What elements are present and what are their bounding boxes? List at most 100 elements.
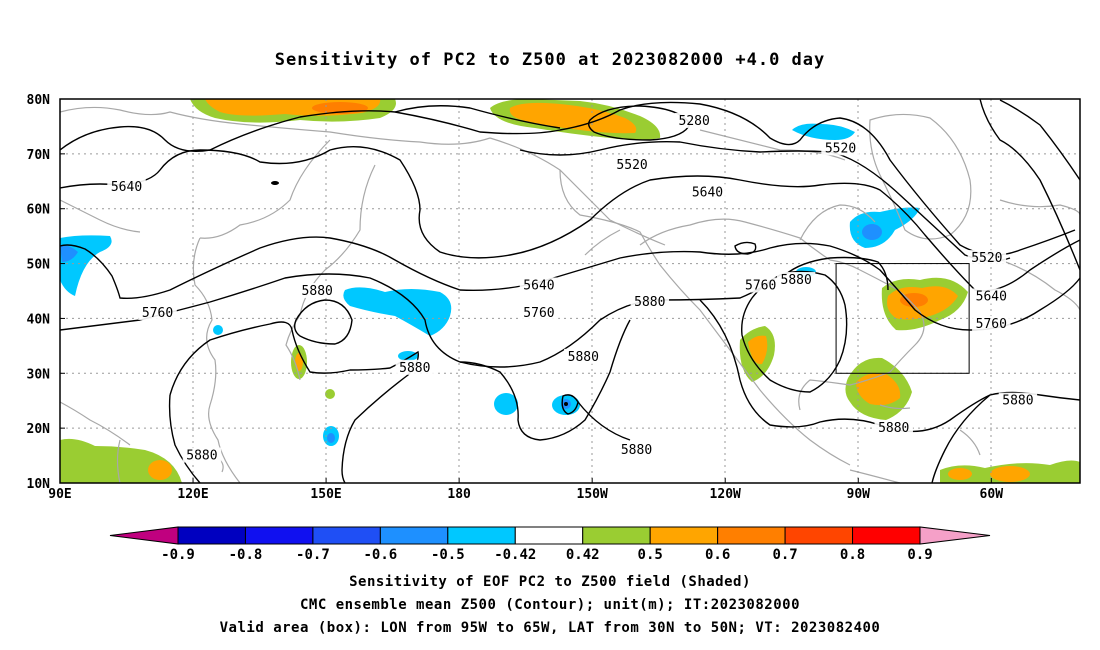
colorbar-swatch (649, 526, 719, 545)
colorbar-tick-label: 0.6 (705, 547, 730, 563)
coastlines (60, 106, 1080, 483)
shade-atlantic-orange (990, 466, 1030, 482)
contour-label-bg (741, 277, 780, 293)
contour-5640-west (60, 145, 1080, 292)
contour-label-bg (617, 442, 656, 458)
colorbar-swatch (784, 526, 854, 545)
shade-westpac-blue-core (327, 433, 335, 443)
lon-label: 150E (310, 487, 341, 502)
colorbar-low-triangle (109, 526, 179, 545)
contour-5880-north-box (784, 256, 889, 291)
lat-label: 60N (27, 203, 51, 218)
lat-label: 70N (27, 148, 51, 163)
contour-label: 5520 (971, 251, 1002, 266)
contour-labels: 5280 5520 5520 5520 5640 5640 5640 5640 5760 5760… (107, 112, 1038, 464)
colorbar-tick-label: 0.5 (638, 547, 663, 563)
contour-label-bg (674, 112, 714, 128)
colorbar-swatch (514, 526, 584, 545)
contour-mini-low (271, 181, 279, 185)
contour-label: 5880 (302, 284, 333, 299)
contour-mini-high (564, 402, 568, 406)
contour-5520-polar (394, 105, 561, 129)
figure-title: Sensitivity of PC2 to Z500 at 2023082000… (274, 50, 826, 70)
map-border (59, 98, 1081, 484)
colorbar-tick-label: -0.8 (229, 547, 263, 563)
contour-label-bg (395, 359, 434, 375)
contour-label: 5880 (621, 443, 652, 458)
shade-pacific-blue-small1 (398, 351, 418, 361)
contour-label-bg (998, 392, 1038, 408)
valid-area-box (835, 263, 970, 374)
shade-eus-red (900, 293, 928, 307)
contour-label-bg (107, 178, 146, 194)
contour-label: 5640 (692, 185, 723, 200)
contour-label: 5760 (523, 306, 554, 321)
shade-pacific-blue (343, 287, 452, 336)
contour-label-bg (182, 447, 222, 463)
lat-label: 80N (27, 93, 51, 108)
contour-5640-east (999, 99, 1080, 181)
contour-label-bg (967, 250, 1007, 266)
lon-label: 120E (177, 487, 208, 502)
shade-gulf-orange (856, 373, 901, 406)
lon-label: 60W (980, 487, 1004, 502)
shade-labrador-blue-core (862, 224, 882, 240)
contour-label-bg (519, 277, 559, 293)
contour-label: 5760 (142, 306, 173, 321)
colorbar-tick-label: 0.42 (566, 547, 600, 563)
contour-label-bg (776, 272, 816, 288)
contour-label-bg (874, 420, 913, 436)
colorbar-swatch (582, 526, 651, 545)
colorbar-swatch (447, 526, 516, 545)
colorbar-swatch (852, 526, 921, 545)
shade-mexico-orange (748, 335, 768, 365)
contour-label: 5760 (745, 279, 776, 294)
lat-label: 30N (27, 367, 51, 382)
caption-line-1: Sensitivity of EOF PC2 to Z500 field (Sh… (349, 574, 751, 590)
colorbar-swatch (177, 526, 246, 545)
colorbar-swatch (717, 526, 786, 545)
contour-label: 5880 (634, 295, 665, 310)
contour-label-bg (519, 304, 559, 320)
contour-label-bg (821, 140, 860, 156)
contour-5880-south (169, 321, 419, 483)
contour-5880-cell (293, 299, 353, 345)
colorbar-swatch (379, 526, 449, 545)
contour-label: 5880 (878, 421, 909, 436)
contour-label: 5880 (568, 350, 599, 365)
lon-label: 180 (447, 487, 471, 502)
contour-label: 5880 (1002, 394, 1033, 409)
colorbar-swatch (312, 526, 381, 545)
colorbar: -0.9 -0.8 -0.7 -0.6 -0.5 -0.42 0.42 0.5 0.6 0.7 0.… (109, 526, 991, 563)
contour-label-bg (138, 304, 177, 320)
contour-label: 5640 (523, 279, 554, 294)
contour-5520-lower (519, 141, 1011, 262)
lon-label: 120W (710, 487, 741, 502)
shade-small-green (325, 389, 335, 399)
colorbar-tick-label: -0.7 (296, 547, 330, 563)
shade-pacific-blue-small2 (213, 325, 223, 335)
contour-label: 5520 (616, 158, 647, 173)
contour-label: 5880 (186, 449, 217, 464)
lon-label: 150W (577, 487, 608, 502)
shade-hawaii-blue1 (494, 393, 518, 415)
shade-atlantic-orange2 (948, 468, 972, 480)
lat-label: 10N (27, 477, 51, 492)
shade-japan-orange (295, 353, 303, 371)
lat-label: 20N (27, 422, 51, 437)
contour-5880-mid (459, 319, 631, 441)
shade-arctic-central-core (509, 102, 637, 134)
caption-line-3: Valid area (box): LON from 95W to 65W, L… (219, 620, 881, 636)
colorbar-tick-label: -0.9 (161, 547, 195, 563)
contour-label: 5520 (825, 141, 856, 156)
sensitivity-shading (60, 99, 1080, 483)
caption-line-2: CMC ensemble mean Z500 (Contour); unit(m… (299, 597, 800, 613)
shade-asia-blue-core (60, 245, 78, 262)
colorbar-tick-label: -0.6 (364, 547, 398, 563)
contour-label: 5280 (679, 114, 710, 129)
lat-label: 50N (27, 258, 51, 273)
colorbar-tick-label: -0.5 (431, 547, 465, 563)
contour-label: 5640 (111, 180, 142, 195)
